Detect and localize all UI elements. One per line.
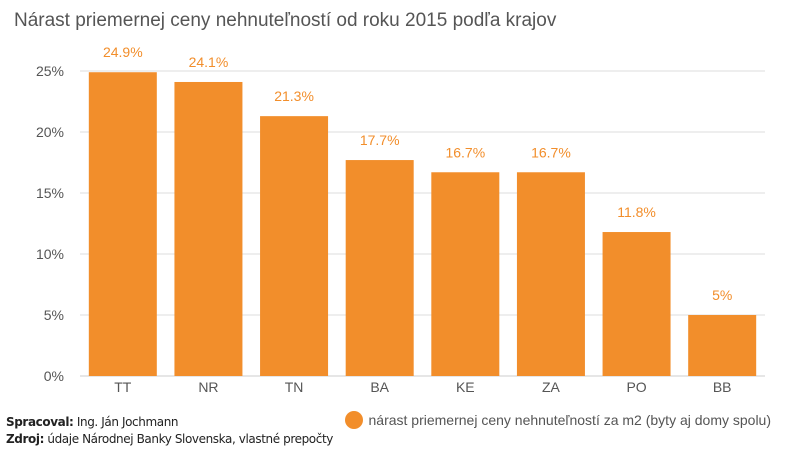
- x-tick-label-ZA: ZA: [542, 379, 561, 395]
- bar-ZA: [516, 172, 585, 376]
- y-tick-label: 20%: [36, 124, 64, 140]
- footer-author: Spracoval: Ing. Ján Jochmann: [6, 415, 179, 429]
- data-label-TN: 21.3%: [274, 88, 314, 104]
- data-label-BB: 5%: [712, 287, 732, 303]
- data-label-PO: 11.8%: [617, 204, 656, 220]
- bar-TT: [88, 72, 157, 376]
- y-tick-label: 10%: [36, 246, 64, 262]
- bar-BB: [688, 315, 757, 376]
- data-label-ZA: 16.7%: [531, 144, 571, 160]
- x-tick-label-KE: KE: [456, 379, 475, 395]
- bar-BA: [345, 160, 414, 376]
- legend-label: nárast priemernej ceny nehnuteľností za …: [368, 412, 772, 428]
- x-tick-label-TN: TN: [285, 379, 304, 395]
- source-value: údaje Národnej Banky Slovenska, vlastné …: [43, 432, 333, 446]
- bar-TN: [260, 116, 329, 376]
- x-tick-label-TT: TT: [114, 379, 132, 395]
- legend-marker: [344, 411, 363, 429]
- author-label: Spracoval:: [6, 415, 74, 429]
- source-label: Zdroj:: [6, 432, 44, 446]
- data-label-TT: 24.9%: [103, 44, 143, 60]
- bars: [88, 72, 757, 376]
- x-tick-label-BA: BA: [370, 379, 389, 395]
- data-label-BA: 17.7%: [360, 132, 400, 148]
- bar-chart: 0% 5% 10% 15% 20% 25% 24.9% 24.1% 21.3% 17.7% 16.…: [36, 44, 765, 395]
- bar-PO: [602, 232, 671, 376]
- x-tick-label-BB: BB: [713, 379, 732, 395]
- x-axis: TT NR TN BA KE ZA PO BB: [114, 379, 731, 395]
- y-tick-label: 5%: [44, 307, 64, 323]
- x-tick-label-PO: PO: [626, 379, 646, 395]
- data-label-NR: 24.1%: [189, 54, 229, 70]
- y-tick-label: 25%: [36, 63, 64, 79]
- x-tick-label-NR: NR: [198, 379, 218, 395]
- author-value: Ing. Ján Jochmann: [73, 415, 179, 429]
- y-tick-label: 0%: [44, 368, 64, 384]
- data-labels: 24.9% 24.1% 21.3% 17.7% 16.7% 16.7% 11.8% 5%: [103, 44, 732, 303]
- footer-source: Zdroj: údaje Národnej Banky Slovenska, v…: [6, 432, 333, 446]
- bar-KE: [431, 172, 500, 376]
- data-label-KE: 16.7%: [445, 144, 485, 160]
- chart-title: Nárast priemernej ceny nehnuteľností od …: [14, 10, 557, 31]
- bar-NR: [174, 81, 243, 376]
- legend: nárast priemernej ceny nehnuteľností za …: [344, 411, 772, 429]
- y-tick-label: 15%: [36, 185, 64, 201]
- y-axis: 0% 5% 10% 15% 20% 25%: [36, 63, 64, 384]
